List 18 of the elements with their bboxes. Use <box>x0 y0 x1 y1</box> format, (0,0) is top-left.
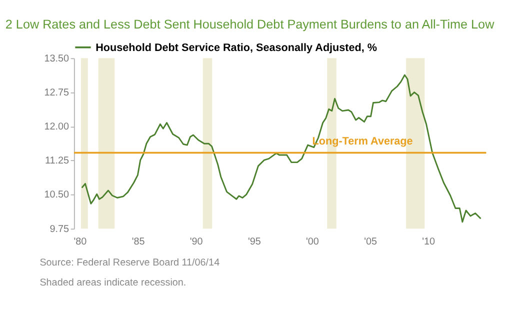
y-tick-label: 12.00 <box>44 122 70 133</box>
y-tick-label: 9.75 <box>50 224 70 235</box>
y-tick-label: 13.50 <box>44 53 70 64</box>
x-tick-label: '80 <box>74 236 88 248</box>
x-tick-label: '00 <box>306 236 320 248</box>
x-tick-label: '90 <box>190 236 204 248</box>
y-tick-label: 10.50 <box>44 190 70 201</box>
y-tick-label: 12.75 <box>44 87 70 98</box>
chart-title: 2 Low Rates and Less Debt Sent Household Debt Payment Burdens to an All-Time Low <box>5 17 496 32</box>
y-tick-label: 11.25 <box>44 156 70 167</box>
x-tick-label: '95 <box>248 236 262 248</box>
x-tick-label: '10 <box>422 236 436 248</box>
line-series <box>81 74 482 223</box>
text: Shaded areas indicate recession. <box>40 278 186 289</box>
source-note: Source: Federal Reserve Board 11/06/14 <box>40 258 220 269</box>
x-tick-label: '05 <box>364 236 378 248</box>
legend-label: Household Debt Service Ratio, Seasonally Adjusted, % <box>96 42 378 54</box>
x-tick-label: '85 <box>132 236 146 248</box>
